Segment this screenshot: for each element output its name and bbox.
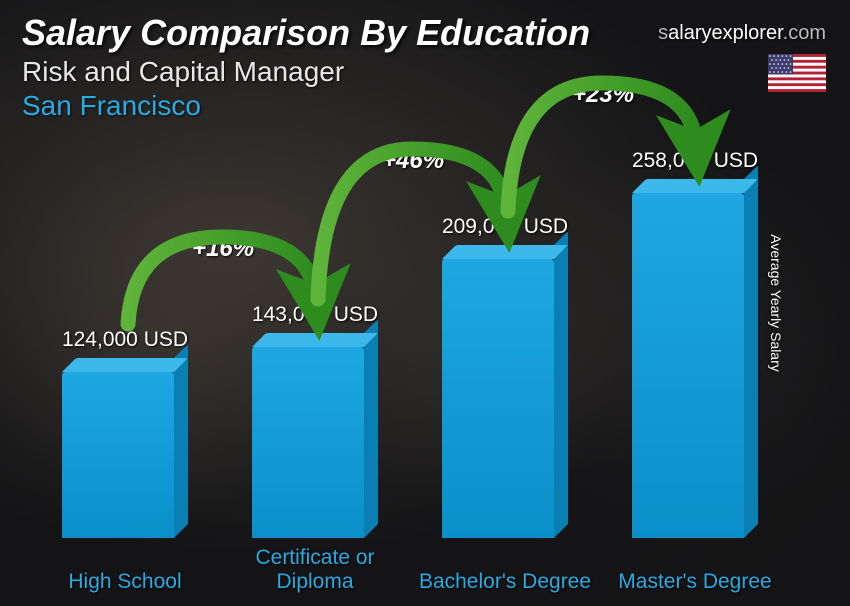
bar-value: 209,000 USD xyxy=(405,215,605,239)
bar xyxy=(252,347,364,538)
bar-value: 258,000 USD xyxy=(595,149,795,173)
bar xyxy=(442,259,554,538)
arc-label: +23% xyxy=(572,81,634,109)
bar-value: 124,000 USD xyxy=(25,328,225,352)
bar-label: Certificate or Diploma xyxy=(215,546,415,594)
chart-area: 124,000 USD High School 143,000 USD Certifi… xyxy=(0,0,850,606)
bar xyxy=(62,372,174,538)
arc-label: +16% xyxy=(192,235,254,263)
y-axis-label: Average Yearly Salary xyxy=(767,234,783,372)
arc-label: +46% xyxy=(382,147,444,175)
bar-label: Master's Degree xyxy=(595,570,795,594)
bar-value: 143,000 USD xyxy=(215,303,415,327)
bar-label: High School xyxy=(25,570,225,594)
bar-label: Bachelor's Degree xyxy=(405,570,605,594)
bar xyxy=(632,193,744,538)
